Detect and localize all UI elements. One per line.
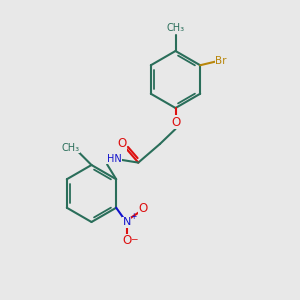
Text: O: O [171,116,180,129]
Text: N: N [122,217,131,227]
Text: O: O [117,137,127,150]
Text: O: O [139,202,148,215]
Text: HN: HN [107,154,122,164]
Text: CH₃: CH₃ [167,23,184,33]
Text: +: + [130,212,136,221]
Text: CH₃: CH₃ [61,143,80,153]
Text: −: − [130,234,137,243]
Text: Br: Br [215,56,227,66]
Text: O: O [122,234,131,247]
